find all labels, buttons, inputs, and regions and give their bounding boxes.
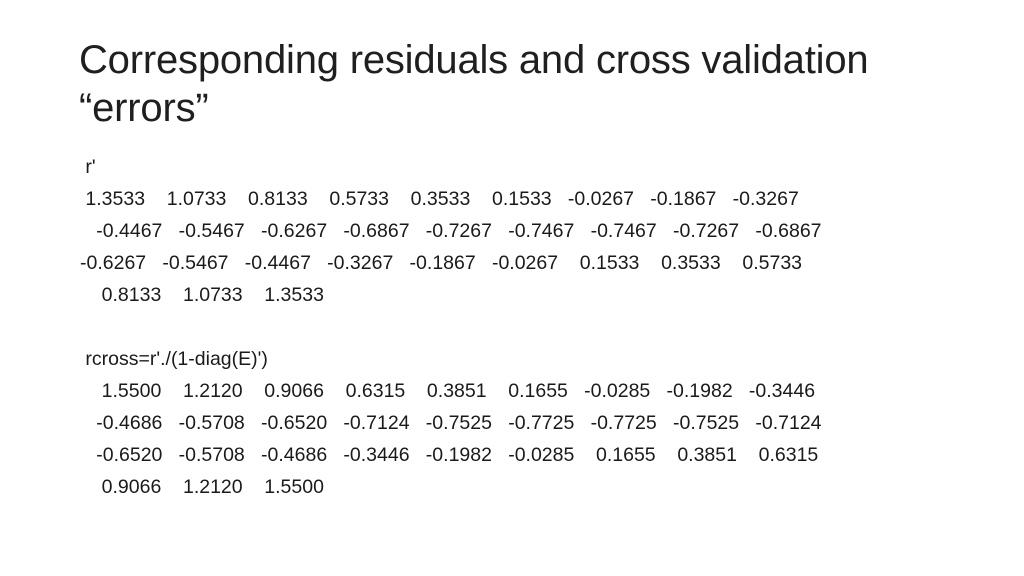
r-row-4: 0.8133 1.0733 1.3533 bbox=[80, 284, 324, 306]
rcross-row-1: 1.5500 1.2120 0.9066 0.6315 0.3851 0.165… bbox=[80, 380, 816, 402]
r-row-2: -0.4467 -0.5467 -0.6267 -0.6867 -0.7267 … bbox=[80, 220, 822, 242]
slide-title-line-2: “errors” bbox=[79, 86, 209, 130]
slide-content: r' 1.3533 1.0733 0.8133 0.5733 0.3533 0.… bbox=[80, 151, 980, 503]
slide-title-line-1: Corresponding residuals and cross valida… bbox=[79, 38, 869, 82]
slide-title: Corresponding residuals and cross valida… bbox=[79, 36, 959, 132]
r-label: r' bbox=[80, 156, 96, 178]
rcross-row-3: -0.6520 -0.5708 -0.4686 -0.3446 -0.1982 … bbox=[80, 444, 819, 466]
rcross-label: rcross=r'./(1-diag(E)') bbox=[80, 348, 268, 370]
rcross-row-4: 0.9066 1.2120 1.5500 bbox=[80, 476, 324, 498]
rcross-row-2: -0.4686 -0.5708 -0.6520 -0.7124 -0.7525 … bbox=[80, 412, 822, 434]
block-spacer bbox=[80, 311, 980, 343]
r-row-3: -0.6267 -0.5467 -0.4467 -0.3267 -0.1867 … bbox=[80, 252, 803, 274]
r-row-1: 1.3533 1.0733 0.8133 0.5733 0.3533 0.153… bbox=[80, 188, 799, 210]
